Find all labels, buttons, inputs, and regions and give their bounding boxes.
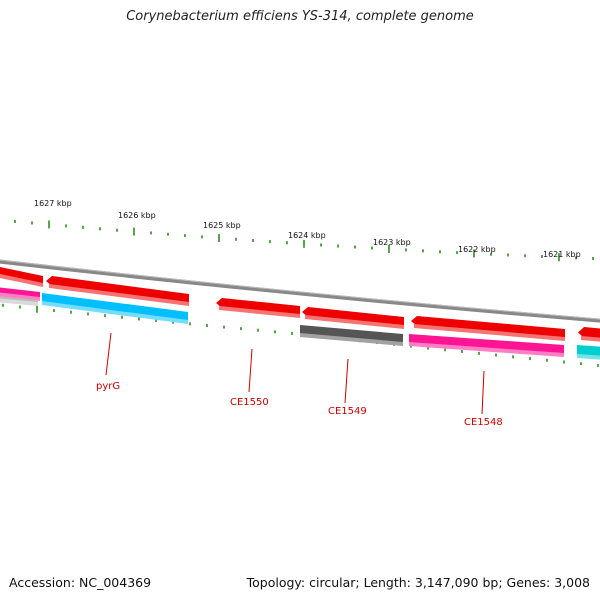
gene-feature <box>577 345 600 360</box>
gene-label: CE1550 <box>230 397 269 408</box>
label-leader-line <box>481 370 485 415</box>
label-leader-line <box>105 332 112 376</box>
scale-label: 1622 kbp <box>458 245 496 254</box>
scale-label: 1624 kbp <box>288 231 326 240</box>
gene-feature <box>300 325 403 346</box>
gene-label-leaders <box>105 332 485 415</box>
scale-labels: 1627 kbp 1626 kbp 1625 kbp 1624 kbp 1623 kbp… <box>34 199 581 259</box>
scale-label: 1625 kbp <box>203 221 241 230</box>
accession-label: Accession: NC_004369 <box>9 575 152 590</box>
genome-summary: Topology: circular; Length: 3,147,090 bp… <box>246 575 590 590</box>
label-leader-line <box>248 348 253 393</box>
gene-feature <box>46 276 189 306</box>
gene-features <box>0 267 600 360</box>
gene-feature <box>0 267 43 287</box>
gene-feature <box>42 293 188 324</box>
gene-feature <box>0 287 40 301</box>
label-leader-line <box>344 358 349 404</box>
gene-feature <box>0 296 38 306</box>
scale-label: 1621 kbp <box>543 250 581 259</box>
gene-label: pyrG <box>96 381 120 392</box>
gene-feature <box>409 334 564 357</box>
gene-label: CE1549 <box>328 406 367 417</box>
genome-backbone <box>0 259 600 323</box>
backbone-highlight <box>0 259 600 320</box>
scale-label: 1626 kbp <box>118 211 156 220</box>
gene-labels: pyrG CE1550 CE1549 CE1548 <box>96 381 503 428</box>
gene-feature <box>302 307 404 329</box>
map-title: Corynebacterium efficiens YS-314, comple… <box>126 9 474 24</box>
gene-feature <box>216 298 300 318</box>
gene-feature <box>411 316 565 341</box>
scale-label: 1627 kbp <box>34 199 72 208</box>
scale-label: 1623 kbp <box>373 238 411 247</box>
gene-feature <box>578 327 600 342</box>
gene-label: CE1548 <box>464 417 503 428</box>
